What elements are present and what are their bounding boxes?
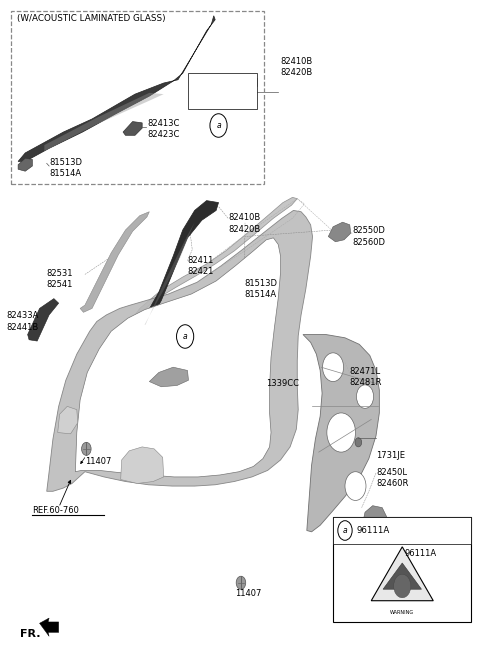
- Polygon shape: [80, 212, 149, 312]
- Polygon shape: [18, 158, 33, 171]
- Text: REF.60-760: REF.60-760: [33, 506, 79, 516]
- Polygon shape: [58, 406, 78, 434]
- Circle shape: [355, 438, 362, 447]
- Polygon shape: [383, 563, 421, 589]
- Text: a: a: [216, 121, 221, 130]
- Circle shape: [177, 325, 194, 348]
- Polygon shape: [44, 93, 164, 151]
- Polygon shape: [137, 201, 218, 333]
- Circle shape: [345, 472, 366, 501]
- Text: 82413C
82423C: 82413C 82423C: [147, 119, 180, 139]
- Text: a: a: [343, 526, 348, 535]
- Bar: [333, 518, 471, 622]
- Polygon shape: [47, 211, 312, 491]
- Text: 82550D
82560D: 82550D 82560D: [352, 226, 385, 247]
- Polygon shape: [18, 16, 215, 161]
- Circle shape: [357, 385, 373, 408]
- Polygon shape: [328, 222, 351, 242]
- Text: 11407: 11407: [85, 457, 111, 466]
- Text: 82410B
82420B: 82410B 82420B: [228, 213, 260, 234]
- Text: FR.: FR.: [21, 628, 41, 639]
- Text: 82471L
82481R: 82471L 82481R: [350, 367, 382, 387]
- Circle shape: [236, 576, 246, 589]
- Circle shape: [210, 113, 227, 137]
- Circle shape: [323, 353, 344, 382]
- Text: WARNING: WARNING: [390, 611, 414, 615]
- Circle shape: [82, 442, 91, 455]
- Bar: [188, 73, 257, 109]
- Polygon shape: [362, 506, 387, 532]
- Text: (W/ACOUSTIC LAMINATED GLASS): (W/ACOUSTIC LAMINATED GLASS): [17, 14, 165, 24]
- Text: 82410B
82420B: 82410B 82420B: [281, 56, 313, 77]
- Text: 96111A: 96111A: [357, 526, 390, 535]
- Polygon shape: [144, 222, 195, 325]
- Text: 82411
82421: 82411 82421: [188, 256, 214, 276]
- Text: a: a: [183, 332, 187, 341]
- Text: 1731JE: 1731JE: [376, 451, 405, 460]
- Circle shape: [338, 521, 352, 541]
- Polygon shape: [93, 197, 297, 400]
- Polygon shape: [75, 238, 281, 477]
- Polygon shape: [39, 618, 59, 636]
- Circle shape: [394, 574, 411, 598]
- Text: 82450L
82460R: 82450L 82460R: [376, 468, 408, 488]
- Text: 1339CC: 1339CC: [266, 379, 299, 388]
- Text: 82433A
82441B: 82433A 82441B: [6, 312, 38, 331]
- Text: 81513D
81514A: 81513D 81514A: [49, 158, 82, 178]
- Polygon shape: [371, 547, 433, 601]
- Circle shape: [327, 413, 356, 452]
- Polygon shape: [123, 121, 142, 135]
- Polygon shape: [120, 447, 164, 483]
- Polygon shape: [149, 367, 189, 387]
- Text: 82531
82541: 82531 82541: [47, 269, 73, 289]
- Polygon shape: [303, 335, 379, 532]
- Polygon shape: [28, 298, 59, 341]
- Text: 81513D
81514A: 81513D 81514A: [245, 279, 278, 299]
- Text: 11407: 11407: [235, 589, 262, 598]
- Text: 96111A: 96111A: [405, 549, 437, 558]
- Bar: [333, 518, 471, 544]
